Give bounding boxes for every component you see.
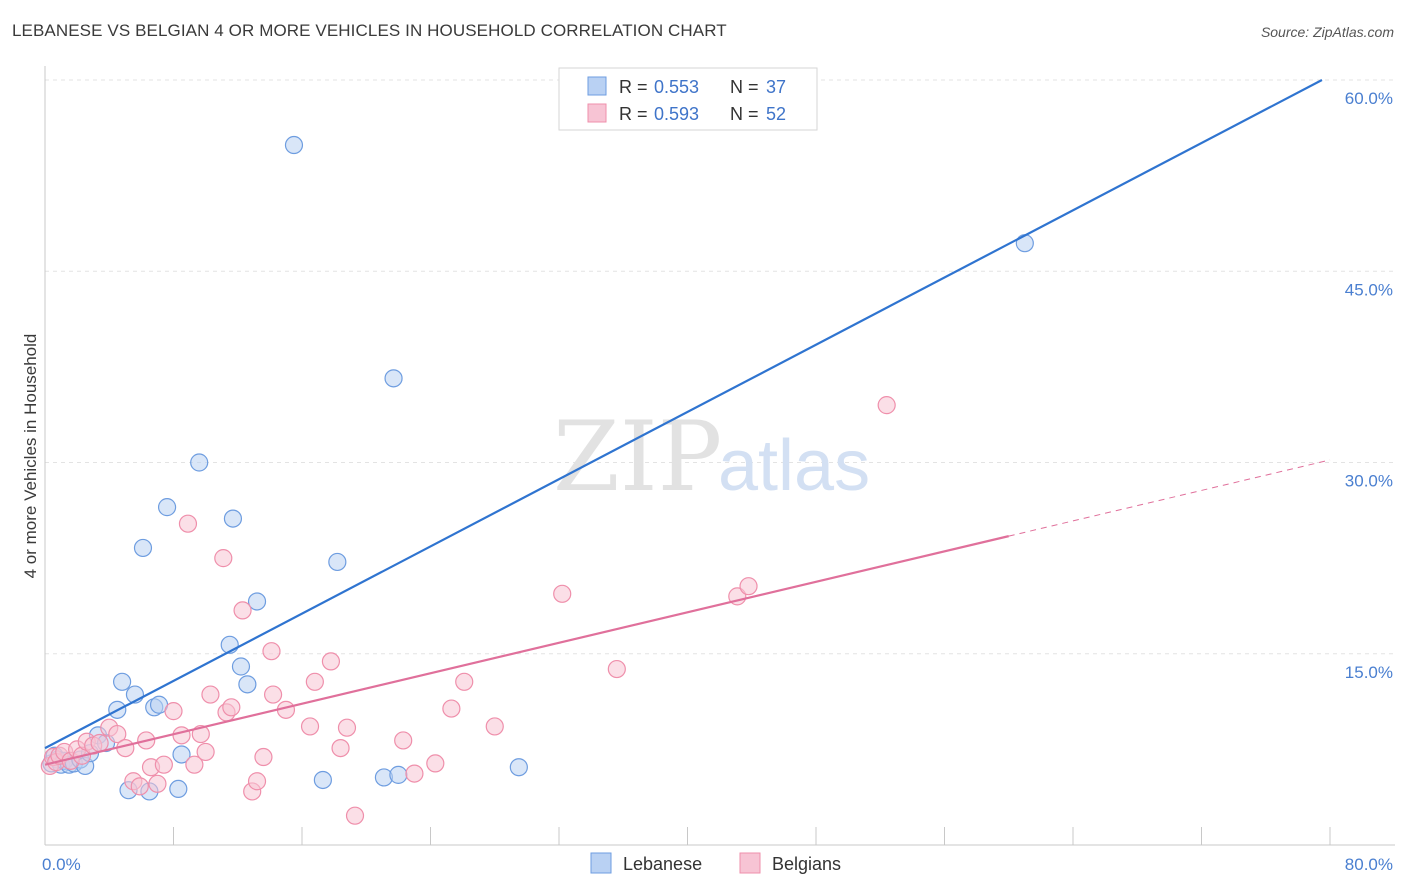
y-tick-labels: 15.0% 30.0% 45.0% 60.0% — [1345, 89, 1393, 682]
trendline-belgians-extension — [1008, 459, 1331, 537]
y-tick-label-2: 45.0% — [1345, 280, 1393, 299]
point-belgians-18 — [148, 774, 167, 793]
legend-swatch-lebanese — [587, 76, 607, 96]
trend-lines — [44, 79, 1331, 766]
point-belgians-47 — [455, 672, 474, 691]
point-belgians-43 — [394, 731, 413, 750]
point-lebanese-20 — [157, 498, 177, 517]
point-belgians-19 — [154, 755, 173, 774]
grid-lines — [45, 79, 1395, 655]
point-lebanese-34 — [389, 765, 408, 784]
x-tick-labels: 0.0% 80.0% — [42, 855, 1393, 874]
point-belgians-53 — [877, 396, 896, 415]
legend-swatch-bottom-lebanese — [590, 852, 612, 874]
point-lebanese-21 — [169, 779, 188, 799]
point-belgians-44 — [405, 764, 424, 783]
point-lebanese-13 — [112, 672, 132, 691]
point-lebanese-29 — [284, 135, 304, 155]
point-belgians-38 — [305, 672, 324, 691]
point-belgians-20 — [164, 702, 183, 721]
watermark-zip: ZIP — [553, 401, 722, 513]
point-belgians-46 — [442, 699, 461, 718]
point-belgians-45 — [426, 754, 445, 773]
watermark: ZIP atlas — [553, 401, 870, 513]
y-tick-label-1: 30.0% — [1345, 472, 1393, 491]
y-tick-label-3: 60.0% — [1345, 89, 1393, 108]
point-belgians-25 — [196, 742, 215, 762]
source-note: Source: ZipAtlas.com — [1260, 24, 1394, 40]
axes — [44, 66, 1395, 846]
point-belgians-21 — [172, 726, 191, 745]
watermark-atlas: atlas — [718, 426, 870, 506]
chart-title: LEBANESE VS BELGIAN 4 OR MORE VEHICLES I… — [12, 21, 727, 40]
legend-label-lebanese: Lebanese — [623, 854, 702, 874]
y-tick-label-0: 15.0% — [1345, 663, 1393, 682]
point-lebanese-28 — [247, 592, 267, 611]
point-lebanese-26 — [231, 657, 251, 676]
point-belgians-50 — [607, 659, 626, 679]
point-lebanese-36 — [1015, 234, 1034, 253]
y-axis-label: 4 or more Vehicles in Household — [21, 334, 40, 579]
legend-n-value-belgians: 52 — [766, 104, 786, 124]
legend-r-value-lebanese: 0.553 — [654, 77, 699, 97]
legend-series: Lebanese Belgians — [590, 852, 841, 874]
data-points — [40, 135, 1034, 825]
point-lebanese-27 — [238, 675, 257, 694]
point-belgians-39 — [321, 652, 341, 671]
x-tick-label-min: 0.0% — [42, 855, 81, 874]
point-belgians-35 — [263, 685, 283, 704]
point-belgians-42 — [345, 806, 365, 825]
point-belgians-27 — [214, 549, 233, 568]
point-belgians-22 — [178, 514, 198, 533]
point-belgians-26 — [201, 685, 220, 704]
point-belgians-48 — [485, 717, 504, 736]
legend-n-value-lebanese: 37 — [766, 77, 786, 97]
point-lebanese-33 — [384, 369, 403, 388]
point-belgians-12 — [108, 724, 127, 744]
point-belgians-23 — [185, 755, 204, 774]
point-lebanese-16 — [133, 538, 153, 558]
point-belgians-15 — [130, 777, 149, 796]
point-belgians-10 — [90, 733, 109, 753]
legend-r-label: R = — [619, 104, 648, 124]
point-belgians-34 — [262, 642, 281, 661]
point-lebanese-22 — [172, 745, 191, 764]
point-belgians-29 — [222, 698, 241, 717]
legend-n-label: N = — [730, 77, 759, 97]
trendline-lebanese — [44, 79, 1323, 750]
point-belgians-40 — [331, 738, 350, 758]
point-belgians-49 — [553, 584, 572, 603]
point-belgians-41 — [337, 718, 357, 737]
legend-label-belgians: Belgians — [772, 854, 841, 874]
trendline-belgians — [44, 535, 1010, 766]
point-lebanese-35 — [509, 758, 528, 777]
point-belgians-32 — [247, 772, 267, 791]
point-belgians-37 — [300, 717, 320, 736]
legend-stats: R = 0.553 N = 37 R = 0.593 N = 52 — [558, 67, 818, 131]
point-lebanese-30 — [313, 770, 332, 790]
point-belgians-30 — [233, 601, 252, 620]
legend-n-label: N = — [730, 104, 759, 124]
point-lebanese-23 — [190, 453, 209, 472]
point-belgians-52 — [739, 577, 758, 596]
legend-swatch-belgians — [587, 103, 607, 123]
point-belgians-33 — [254, 747, 273, 767]
legend-swatch-bottom-belgians — [739, 852, 761, 874]
point-lebanese-25 — [223, 509, 243, 528]
legend-r-value-belgians: 0.593 — [654, 104, 699, 124]
legend-r-label: R = — [619, 77, 648, 97]
x-tick-label-max: 80.0% — [1345, 855, 1393, 874]
point-lebanese-31 — [328, 552, 347, 572]
